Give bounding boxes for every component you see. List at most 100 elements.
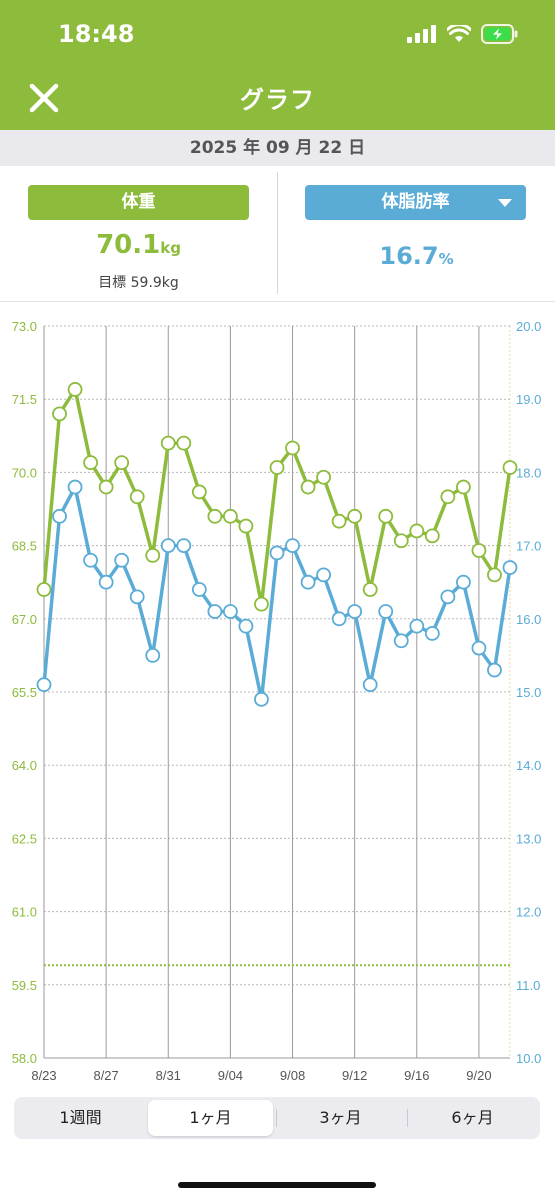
weight-point (502, 460, 518, 475)
weight-point (254, 596, 269, 612)
weight-point (285, 440, 300, 456)
fat-point (145, 647, 161, 663)
fat-point (98, 574, 114, 590)
weight-unit: kg (160, 239, 181, 257)
fat-point (52, 508, 67, 524)
x-tick-label: 9/16 (404, 1068, 429, 1083)
weight-point (300, 479, 316, 495)
weight-point (331, 513, 347, 529)
y-right-tick-label: 18.0 (516, 465, 541, 480)
tab-separator (407, 1109, 408, 1127)
weight-button[interactable]: 体重 (28, 185, 249, 220)
chevron-down-icon (498, 199, 512, 207)
y-left-tick-label: 62.5 (12, 831, 37, 846)
fat-point (36, 677, 52, 693)
weight-point (52, 406, 67, 422)
weight-point (36, 582, 52, 597)
close-button[interactable] (26, 80, 62, 116)
fat-point (393, 633, 409, 649)
fat-point (207, 604, 223, 619)
y-right-tick-label: 16.0 (516, 612, 541, 627)
fat-unit: % (438, 250, 454, 268)
weight-point (316, 469, 332, 485)
y-right-tick-label: 19.0 (516, 392, 541, 407)
divider (0, 301, 555, 302)
weight-point (487, 567, 502, 583)
fat-point (129, 589, 145, 605)
weight-point (222, 508, 238, 524)
weight-point (409, 523, 425, 539)
tab-separator (276, 1109, 277, 1127)
body-fat-dropdown[interactable]: 体脂肪率 (305, 185, 526, 220)
fat-point (300, 574, 316, 590)
tab-6-months[interactable]: 6ヶ月 (451, 1108, 494, 1127)
x-tick-label: 9/04 (218, 1068, 243, 1083)
weight-fat-chart[interactable]: 73.0 71.5 70.0 68.5 67.0 65.5 64.0 62.5 61.0 59.5… (0, 302, 555, 1092)
y-right-tick-label: 11.0 (516, 978, 540, 993)
x-tick-label: 9/20 (466, 1068, 491, 1083)
fat-point (285, 538, 300, 554)
fat-point (254, 691, 269, 707)
fat-point (347, 604, 363, 619)
x-tick-label: 8/31 (156, 1068, 181, 1083)
x-tick-label: 8/27 (93, 1068, 118, 1083)
fat-point (238, 618, 254, 634)
weight-point (114, 455, 130, 471)
y-right-tick-label: 12.0 (516, 905, 541, 920)
fat-point (160, 538, 176, 554)
fat-point (502, 560, 518, 575)
fat-panel: 体脂肪率 16.7% (278, 166, 555, 300)
y-left-tick-label: 68.5 (12, 539, 37, 554)
y-right-tick-label: 17.0 (516, 539, 541, 554)
date-bar: 2025 年 09 月 22 日 (0, 130, 555, 166)
weight-point (129, 489, 145, 505)
y-right-tick-label: 13.0 (516, 831, 541, 846)
y-left-tick-label: 64.0 (12, 758, 37, 773)
y-left-tick-label: 73.0 (12, 319, 37, 334)
weight-point (471, 543, 487, 558)
weight-value: 70.1kg (0, 230, 277, 260)
fat-point (331, 611, 347, 627)
goal-weight-text: 目標 59.9kg (98, 275, 179, 291)
weight-point (83, 455, 98, 471)
fat-point (440, 589, 456, 605)
y-right-tick-label: 10.0 (516, 1051, 541, 1066)
y-left-tick-label: 58.0 (12, 1051, 37, 1066)
weight-point (160, 435, 176, 451)
weight-point (424, 528, 440, 544)
y-left-tick-label: 65.5 (12, 685, 37, 700)
home-indicator (178, 1182, 376, 1188)
y-left-tick-label: 59.5 (12, 978, 37, 993)
fat-value: 16.7% (278, 242, 555, 270)
weight-point (67, 382, 83, 397)
weight-point (145, 547, 161, 563)
weight-point (207, 508, 223, 524)
y-right-tick-label: 14.0 (516, 758, 541, 773)
y-left-tick-label: 67.0 (12, 612, 37, 627)
period-tabs: 1週間 1ヶ月 3ヶ月 6ヶ月 (14, 1097, 540, 1139)
fat-point (176, 538, 192, 554)
fat-point (487, 662, 502, 678)
status-time: 18:48 (58, 20, 135, 48)
fat-point (471, 640, 487, 656)
weight-point (347, 508, 363, 524)
weight-number: 70.1 (96, 230, 161, 260)
wifi-icon (447, 25, 471, 42)
y-left-tick-label: 61.0 (12, 905, 37, 920)
body-fat-label: 体脂肪率 (381, 192, 450, 212)
y-left-tick-label: 70.0 (12, 465, 37, 480)
weight-point (362, 582, 378, 597)
weight-point (455, 479, 471, 495)
fat-point (316, 567, 332, 583)
header: 18:48 グラフ (0, 0, 555, 130)
weight-panel: 体重 70.1kg 目標 59.9kg (0, 166, 277, 300)
y-right-tick-label: 20.0 (516, 319, 541, 334)
fat-point (378, 604, 394, 619)
fat-point (191, 582, 207, 597)
weight-point (393, 533, 409, 549)
tab-1-month[interactable]: 1ヶ月 (148, 1100, 273, 1136)
x-tick-label: 9/12 (342, 1068, 367, 1083)
tab-3-months[interactable]: 3ヶ月 (319, 1108, 362, 1127)
fat-point (409, 618, 425, 634)
tab-1-week[interactable]: 1週間 (59, 1108, 102, 1127)
